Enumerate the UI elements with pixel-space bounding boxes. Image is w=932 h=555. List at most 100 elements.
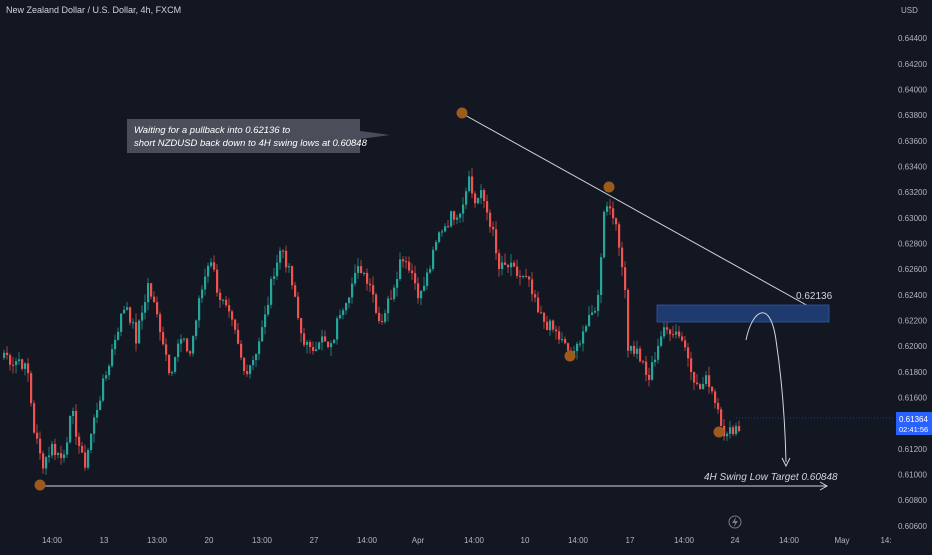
x-tick-label: May: [834, 536, 849, 545]
candle-body: [534, 294, 537, 298]
candle-body: [402, 259, 405, 262]
swing-high-marker-2[interactable]: [603, 181, 615, 193]
candle-body: [36, 432, 39, 439]
candle-body: [297, 296, 300, 319]
candle-body: [351, 283, 354, 298]
current-price: 0.61364: [899, 415, 928, 424]
candle-body: [342, 310, 345, 315]
x-tick-label: 14:00: [674, 536, 695, 545]
candle-body: [558, 331, 561, 340]
candle-body: [447, 226, 450, 228]
candle-body: [132, 322, 135, 324]
projection-path[interactable]: [745, 312, 787, 463]
candle-body: [501, 262, 504, 269]
candle-body: [198, 298, 201, 321]
candle-body: [513, 262, 516, 267]
candle-body: [390, 298, 393, 300]
candle-body: [657, 345, 660, 360]
candle-body: [726, 433, 729, 437]
candle-body: [729, 427, 732, 434]
candle-body: [72, 410, 75, 416]
candle-body: [207, 265, 210, 277]
candle-body: [210, 262, 213, 266]
candle-body: [81, 445, 84, 453]
candle-body: [213, 262, 216, 270]
y-tick-label: 0.62600: [898, 265, 927, 274]
candle-body: [153, 296, 156, 303]
candle-body: [237, 329, 240, 344]
candle-body: [282, 250, 285, 252]
candle-body: [129, 307, 132, 323]
candle-body: [468, 176, 471, 192]
candle-body: [3, 352, 6, 358]
candle-body: [633, 345, 636, 354]
trendline[interactable]: [462, 113, 829, 318]
x-tick-label: 13:00: [147, 536, 168, 545]
swing-low-marker-1[interactable]: [34, 479, 46, 491]
candle-body: [123, 309, 126, 314]
candle-body: [189, 351, 192, 354]
x-tick-label: 17: [626, 536, 635, 545]
candle-body: [96, 409, 99, 418]
candle-body: [321, 336, 324, 343]
x-tick-label: 14:: [880, 536, 891, 545]
candle-body: [420, 290, 423, 299]
candle-body: [267, 304, 270, 315]
y-tick-label: 0.62200: [898, 317, 927, 326]
candle-body: [624, 267, 627, 291]
swing-low-marker-3[interactable]: [713, 426, 725, 438]
candle-body: [204, 276, 207, 290]
candle-body: [672, 334, 675, 336]
candle-body: [609, 206, 612, 209]
candle-body: [165, 344, 168, 355]
candle-body: [600, 257, 603, 295]
time-axis[interactable]: 14:00 13 13:00 20 13:00 27 14:00 Apr 14:00 10 14:0…: [42, 536, 892, 545]
candle-body: [135, 322, 138, 344]
candle-body: [711, 386, 714, 392]
y-tick-label: 0.63800: [898, 111, 927, 120]
swing-high-marker-1[interactable]: [456, 107, 468, 119]
y-tick-label: 0.62000: [898, 342, 927, 351]
candle-body: [585, 326, 588, 332]
y-tick-label: 0.62800: [898, 240, 927, 249]
y-tick-label: 0.61200: [898, 445, 927, 454]
callout-line-2: short NZDUSD back down to 4H swing lows …: [134, 138, 368, 149]
candle-body: [654, 359, 657, 363]
candle-body: [687, 347, 690, 359]
candle-body: [48, 455, 51, 458]
callout-note[interactable]: Waiting for a pullback into 0.62136 to s…: [127, 119, 390, 153]
candle-body: [276, 262, 279, 277]
candle-body: [459, 213, 462, 218]
candle-body: [219, 292, 222, 301]
candle-body: [435, 242, 438, 250]
symbol-title: New Zealand Dollar / U.S. Dollar, 4h, FX…: [6, 5, 181, 15]
candle-body: [552, 320, 555, 330]
candle-body: [291, 266, 294, 286]
candle-body: [18, 359, 21, 362]
candle-body: [114, 339, 117, 350]
candle-body: [33, 403, 36, 433]
candle-body: [669, 329, 672, 335]
entry-zone-box[interactable]: [656, 304, 830, 323]
candle-body: [183, 338, 186, 340]
candle-body: [477, 198, 480, 204]
candle-body: [453, 211, 456, 220]
candle-body: [720, 409, 723, 426]
candle-body: [60, 453, 63, 459]
candle-body: [405, 261, 408, 263]
candle-body: [411, 270, 414, 274]
candle-body: [492, 226, 495, 230]
swing-low-marker-2[interactable]: [564, 350, 576, 362]
candle-body: [111, 349, 114, 366]
candle-body: [495, 229, 498, 254]
lightning-icon[interactable]: [728, 515, 742, 529]
candle-body: [528, 276, 531, 280]
x-tick-label: 14:00: [42, 536, 63, 545]
projection-arrowhead: [781, 457, 791, 468]
candle-body: [543, 312, 546, 322]
candle-body: [186, 338, 189, 352]
y-tick-label: 0.62400: [898, 291, 927, 300]
candle-body: [636, 348, 639, 354]
